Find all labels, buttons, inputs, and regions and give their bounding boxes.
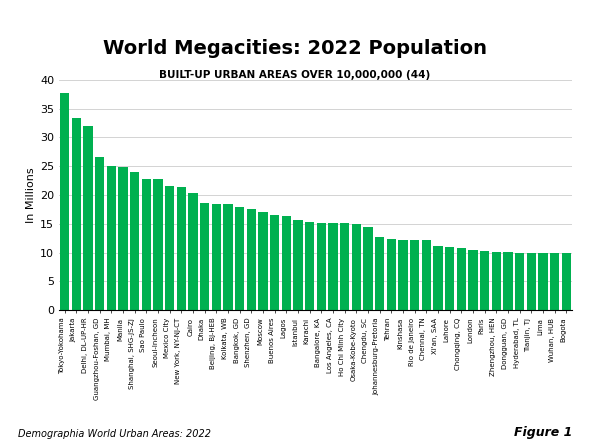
Bar [468, 250, 478, 310]
Bar [60, 93, 70, 310]
Bar [270, 215, 280, 310]
Bar [84, 126, 93, 310]
Bar [527, 253, 536, 310]
Bar [153, 179, 163, 310]
Y-axis label: In Millions: In Millions [26, 167, 36, 223]
Bar [119, 167, 128, 310]
Bar [165, 186, 175, 310]
Bar [375, 237, 385, 310]
Bar [305, 222, 314, 310]
Bar [293, 220, 303, 310]
Bar [142, 179, 151, 310]
Bar [130, 172, 139, 310]
Text: Demographia World Urban Areas: 2022: Demographia World Urban Areas: 2022 [18, 428, 211, 439]
Bar [515, 253, 525, 310]
Bar [340, 223, 349, 310]
Bar [329, 223, 338, 310]
Bar [434, 246, 443, 310]
Bar [95, 157, 104, 310]
Bar [422, 241, 431, 310]
Bar [550, 253, 559, 310]
Bar [200, 203, 209, 310]
Bar [503, 252, 513, 310]
Bar [398, 240, 408, 310]
Bar [224, 204, 233, 310]
Bar [480, 251, 490, 310]
Bar [539, 253, 548, 310]
Bar [177, 187, 186, 310]
Bar [282, 216, 291, 310]
Bar [562, 253, 571, 310]
Bar [492, 252, 501, 310]
Text: World Megacities: 2022 Population: World Megacities: 2022 Population [103, 39, 487, 58]
Text: BUILT-UP URBAN AREAS OVER 10,000,000 (44): BUILT-UP URBAN AREAS OVER 10,000,000 (44… [159, 70, 431, 80]
Bar [457, 249, 466, 310]
Bar [212, 204, 221, 310]
Bar [445, 247, 454, 310]
Bar [107, 166, 116, 310]
Bar [72, 118, 81, 310]
Bar [363, 227, 373, 310]
Bar [410, 240, 419, 310]
Bar [387, 239, 396, 310]
Bar [317, 222, 326, 310]
Text: Figure 1: Figure 1 [514, 426, 572, 439]
Bar [352, 224, 361, 310]
Bar [188, 193, 198, 310]
Bar [258, 212, 268, 310]
Bar [247, 209, 256, 310]
Bar [235, 207, 244, 310]
